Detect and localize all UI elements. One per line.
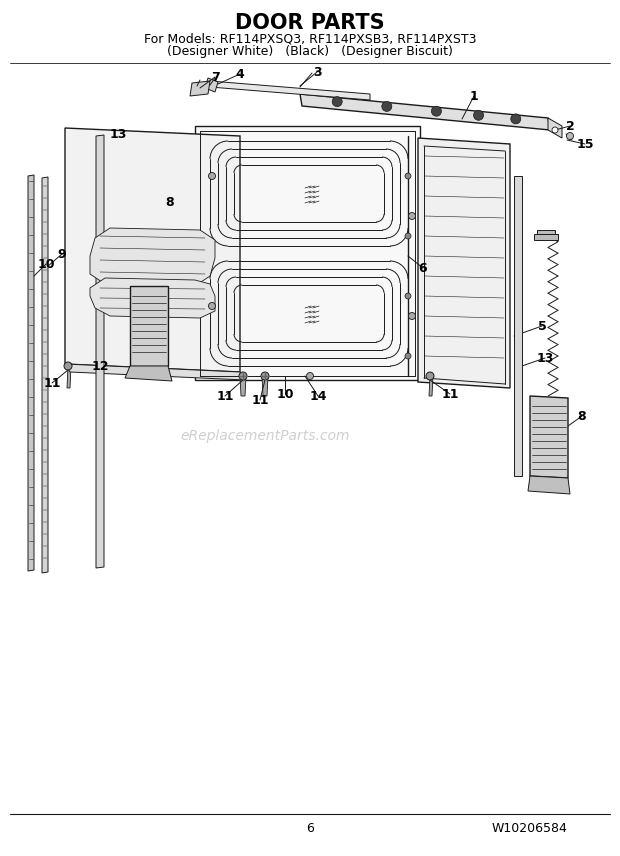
Polygon shape — [537, 230, 555, 234]
Polygon shape — [534, 234, 558, 240]
Circle shape — [405, 173, 411, 179]
Polygon shape — [67, 366, 71, 388]
Circle shape — [208, 173, 216, 180]
Text: eReplacementParts.com: eReplacementParts.com — [180, 429, 350, 443]
Text: 11: 11 — [216, 389, 234, 402]
Circle shape — [409, 212, 415, 219]
Text: 6: 6 — [418, 261, 427, 275]
Text: 2: 2 — [565, 120, 574, 133]
Text: 12: 12 — [91, 360, 108, 372]
Polygon shape — [138, 150, 158, 154]
Polygon shape — [65, 364, 245, 380]
Polygon shape — [96, 135, 104, 568]
Text: DOOR PARTS: DOOR PARTS — [235, 13, 385, 33]
Text: 10: 10 — [277, 388, 294, 401]
Circle shape — [208, 302, 216, 310]
Text: (Designer White)   (Black)   (Designer Biscuit): (Designer White) (Black) (Designer Biscu… — [167, 45, 453, 57]
Circle shape — [409, 312, 415, 319]
Circle shape — [332, 97, 342, 107]
Polygon shape — [418, 138, 510, 388]
Text: 8: 8 — [166, 195, 174, 209]
Polygon shape — [514, 176, 522, 476]
Text: 13: 13 — [536, 352, 554, 365]
Text: 4: 4 — [236, 68, 244, 80]
Polygon shape — [65, 128, 240, 372]
Circle shape — [432, 106, 441, 116]
Text: 11: 11 — [43, 377, 61, 389]
Polygon shape — [90, 278, 215, 318]
Circle shape — [306, 372, 314, 379]
Polygon shape — [28, 175, 34, 571]
Polygon shape — [190, 81, 210, 96]
Circle shape — [405, 293, 411, 299]
Text: 5: 5 — [538, 319, 546, 332]
Polygon shape — [429, 376, 433, 396]
Text: 6: 6 — [306, 822, 314, 835]
Text: 15: 15 — [576, 138, 594, 151]
Text: 14: 14 — [309, 389, 327, 402]
Text: 11: 11 — [441, 388, 459, 401]
Circle shape — [426, 372, 434, 380]
Circle shape — [64, 362, 72, 370]
Text: 3: 3 — [312, 66, 321, 79]
Polygon shape — [125, 366, 172, 381]
Polygon shape — [134, 154, 162, 160]
Polygon shape — [195, 126, 420, 380]
Text: 9: 9 — [58, 247, 66, 260]
Polygon shape — [300, 94, 550, 130]
Text: 11: 11 — [251, 394, 268, 407]
Circle shape — [474, 110, 484, 121]
Polygon shape — [90, 228, 215, 286]
Text: 8: 8 — [578, 409, 587, 423]
Circle shape — [552, 127, 558, 133]
Circle shape — [567, 133, 574, 140]
Circle shape — [405, 353, 411, 359]
Circle shape — [239, 372, 247, 380]
Polygon shape — [262, 376, 268, 396]
Text: 13: 13 — [109, 128, 126, 140]
Polygon shape — [42, 177, 48, 573]
Circle shape — [261, 372, 269, 380]
Circle shape — [382, 101, 392, 111]
Polygon shape — [548, 118, 562, 138]
Text: 7: 7 — [211, 70, 219, 84]
Polygon shape — [528, 476, 570, 494]
Polygon shape — [530, 396, 568, 478]
Polygon shape — [210, 81, 370, 100]
Polygon shape — [240, 376, 246, 396]
Polygon shape — [205, 78, 218, 92]
Polygon shape — [130, 286, 168, 366]
Text: W10206584: W10206584 — [492, 822, 568, 835]
Text: 1: 1 — [469, 90, 479, 103]
Text: 10: 10 — [37, 258, 55, 270]
Text: For Models: RF114PXSQ3, RF114PXSB3, RF114PXST3: For Models: RF114PXSQ3, RF114PXSB3, RF11… — [144, 33, 476, 45]
Circle shape — [511, 114, 521, 124]
Circle shape — [405, 233, 411, 239]
